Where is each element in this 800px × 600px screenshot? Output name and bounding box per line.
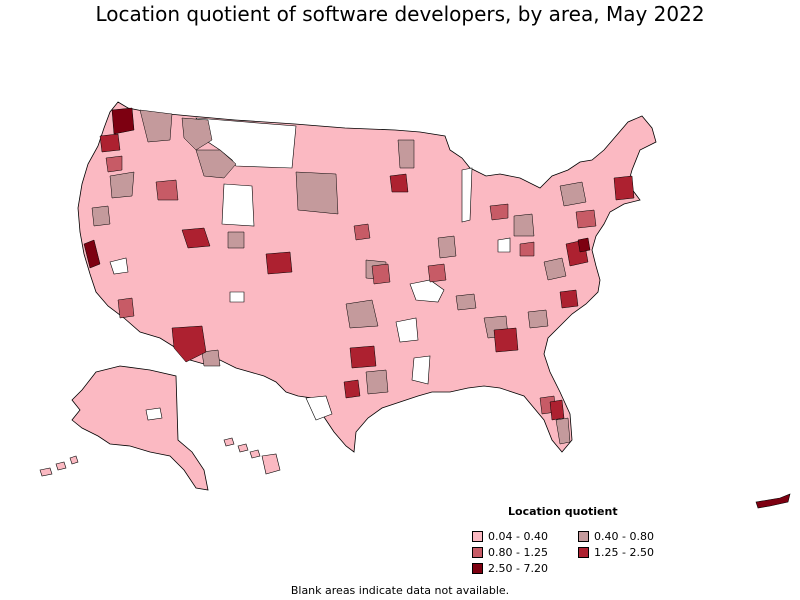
alaska — [39, 365, 209, 491]
lq-2.50-7.20-areas — [83, 107, 591, 269]
blank-wyoming — [221, 183, 255, 227]
area-ma-boston — [613, 175, 635, 201]
area-ok — [345, 299, 379, 329]
area-sc — [527, 309, 549, 329]
area-nd-west — [295, 171, 339, 215]
area-oh — [513, 213, 535, 237]
area-mt-west — [181, 117, 213, 151]
puerto-rico-shape — [755, 493, 791, 509]
hawaii — [223, 437, 281, 475]
area-oh-col — [519, 241, 535, 257]
legend-label-1: 0.04 - 0.40 — [488, 529, 548, 543]
area-az — [201, 349, 221, 367]
area-co-west — [227, 231, 245, 249]
legend-label-3: 0.80 - 1.25 — [488, 545, 548, 559]
area-ne — [353, 223, 371, 241]
area-co-denver — [265, 251, 293, 275]
area-il — [437, 235, 457, 259]
area-ca-north — [91, 205, 111, 227]
legend-swatch-1 — [472, 530, 483, 542]
area-id-central — [195, 149, 237, 179]
area-ny — [559, 181, 587, 207]
area-id-boise — [155, 179, 179, 201]
legend-title: Location quotient — [508, 505, 618, 518]
puerto-rico — [755, 493, 791, 509]
area-mo-stl — [427, 263, 447, 283]
blank-ca — [109, 257, 129, 275]
area-mn — [397, 139, 415, 169]
lq-0.40-0.80-areas — [91, 109, 587, 445]
legend-label-2: 0.40 - 0.80 — [594, 529, 654, 543]
legend-item-1: 0.04 - 0.40 — [472, 529, 548, 543]
hawaii-island-4 — [261, 453, 281, 475]
blank-ky — [409, 279, 445, 303]
blank-mi — [461, 167, 473, 223]
area-or-east — [109, 171, 135, 199]
area-ga-atl — [493, 327, 519, 353]
lq-1.25-2.50-areas — [99, 133, 635, 421]
area-tx-east — [365, 369, 389, 395]
area-or-bend — [105, 155, 123, 173]
area-va — [543, 257, 567, 281]
blank-tx-south — [305, 395, 333, 421]
area-or-portland — [99, 133, 121, 153]
area-ks-city — [371, 263, 391, 285]
alaska-shape — [71, 365, 209, 491]
area-tx-dallas — [349, 345, 377, 369]
area-wa-seattle — [111, 107, 135, 135]
legend-swatch-2 — [578, 530, 589, 542]
lq-0.80-1.25-areas — [105, 155, 597, 415]
area-nc-raleigh — [559, 289, 579, 309]
map-title: Location quotient of software developers… — [95, 2, 705, 26]
legend-item-5: 2.50 - 7.20 — [472, 561, 548, 575]
legend-item-2: 0.40 - 0.80 — [578, 529, 654, 543]
area-fl-sw — [555, 417, 571, 445]
area-md — [577, 237, 591, 253]
area-pa — [575, 209, 597, 229]
hawaii-island-1 — [223, 437, 235, 447]
legend-label-4: 1.25 - 2.50 — [594, 545, 654, 559]
area-ut-slc — [181, 227, 211, 249]
blank-ms — [411, 355, 431, 385]
alaska-islands — [39, 455, 79, 477]
data-availability-note: Blank areas indicate data not available. — [290, 584, 510, 597]
area-tn — [455, 293, 477, 311]
area-ca-south — [117, 297, 135, 319]
legend-item-4: 1.25 - 2.50 — [578, 545, 654, 559]
area-az-phoenix — [171, 325, 207, 363]
area-tx-austin — [343, 379, 361, 399]
area-wa-east — [139, 109, 173, 143]
area-ca-sf — [83, 239, 101, 269]
area-mi-ann — [489, 203, 509, 221]
hawaii-island-2 — [237, 443, 249, 453]
legend-label-5: 2.50 - 7.20 — [488, 561, 548, 575]
blank-in — [497, 237, 511, 253]
blank-nm — [229, 291, 245, 303]
area-mn-msp — [389, 173, 409, 193]
area-fl-orlando — [549, 399, 565, 421]
hawaii-island-3 — [249, 449, 261, 459]
legend-swatch-3 — [472, 546, 483, 558]
legend-item-3: 0.80 - 1.25 — [472, 545, 548, 559]
legend-swatch-5 — [472, 562, 483, 574]
legend-swatch-4 — [578, 546, 589, 558]
alaska-blank — [145, 407, 163, 421]
blank-ar — [395, 317, 419, 343]
